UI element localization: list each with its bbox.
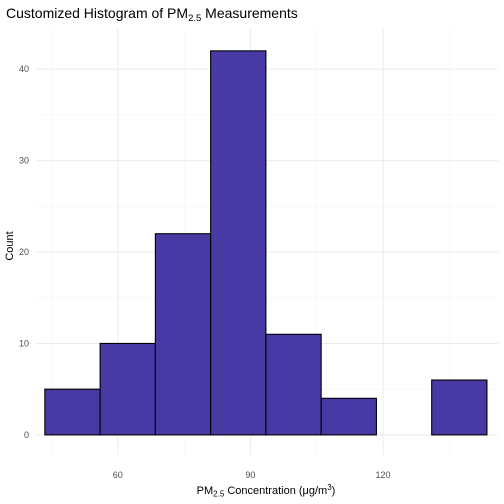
bar-layer bbox=[44, 50, 488, 436]
x-tick-label: 60 bbox=[113, 470, 123, 480]
histogram-bar bbox=[320, 397, 377, 436]
histogram-bar bbox=[154, 233, 212, 436]
y-axis-ticks: 0 10 20 30 40 bbox=[19, 64, 29, 440]
y-tick-label: 0 bbox=[24, 430, 29, 440]
x-axis-title-superscript: 3 bbox=[327, 483, 332, 492]
histogram-bar bbox=[99, 342, 156, 436]
x-tick-label: 120 bbox=[376, 470, 391, 480]
chart-title-subscript: 2.5 bbox=[188, 13, 201, 24]
x-axis-title: PM2.5 Concentration (μg/m3) bbox=[197, 483, 336, 499]
chart-title: Customized Histogram of PM2.5 Measuremen… bbox=[6, 5, 298, 24]
x-axis-title-subscript: 2.5 bbox=[213, 490, 225, 499]
y-axis-title: Count bbox=[4, 231, 16, 260]
y-tick-label: 40 bbox=[19, 64, 29, 74]
histogram-bar bbox=[431, 379, 488, 436]
histogram-bar bbox=[210, 50, 267, 436]
x-tick-label: 90 bbox=[245, 470, 255, 480]
y-tick-label: 10 bbox=[19, 338, 29, 348]
histogram-bar bbox=[265, 333, 322, 436]
y-tick-label: 30 bbox=[19, 156, 29, 166]
y-tick-label: 20 bbox=[19, 247, 29, 257]
x-axis-ticks: 60 90 120 bbox=[113, 470, 391, 480]
histogram-bar bbox=[44, 388, 101, 436]
